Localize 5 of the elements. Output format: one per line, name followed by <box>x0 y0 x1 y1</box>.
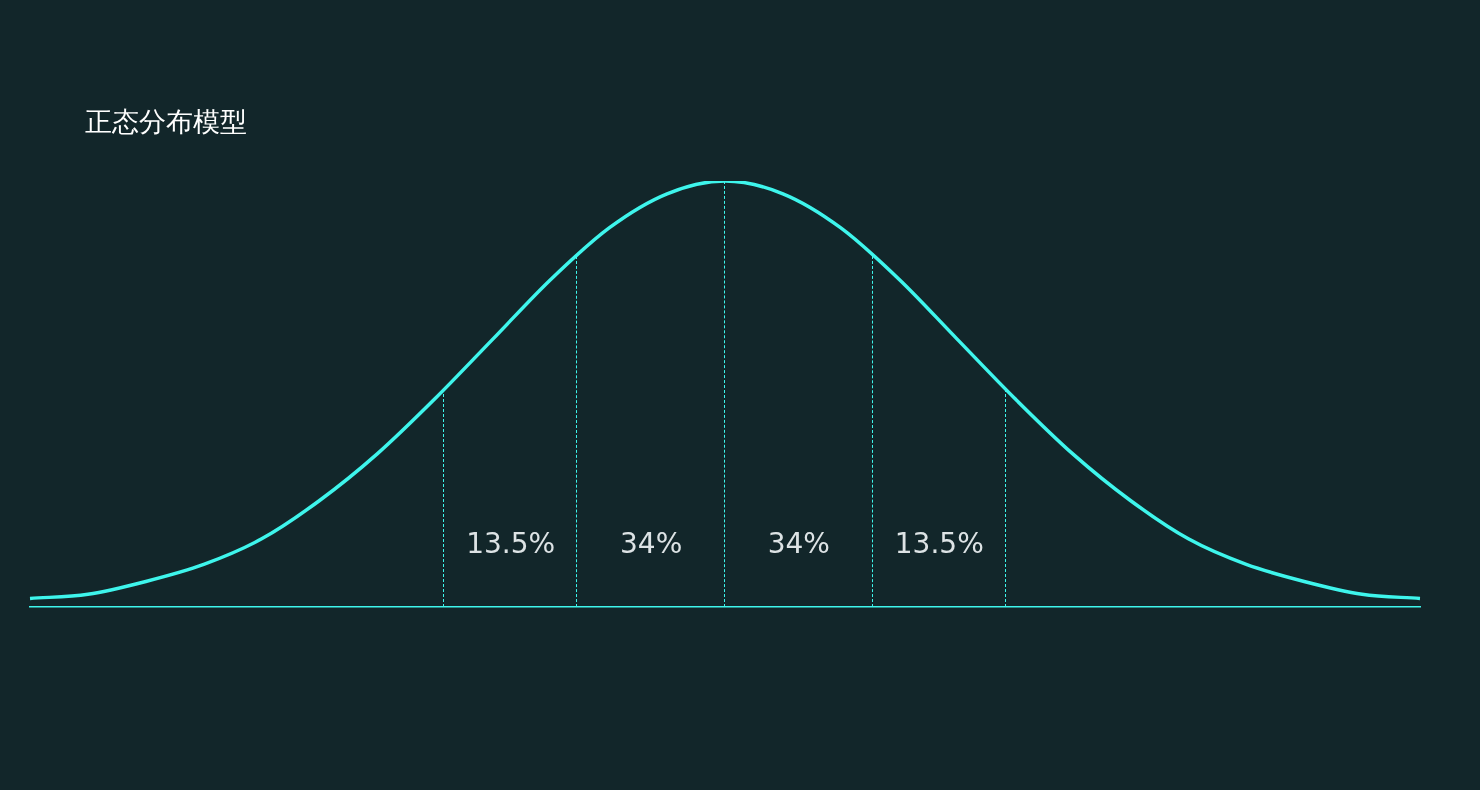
annotation: 13.5% <box>465 527 557 560</box>
annotation: 34% <box>619 527 684 560</box>
annotation: 34% <box>766 527 831 560</box>
annotation: 13.5% <box>893 527 985 560</box>
chart-title: 正态分布模型 <box>85 105 247 139</box>
